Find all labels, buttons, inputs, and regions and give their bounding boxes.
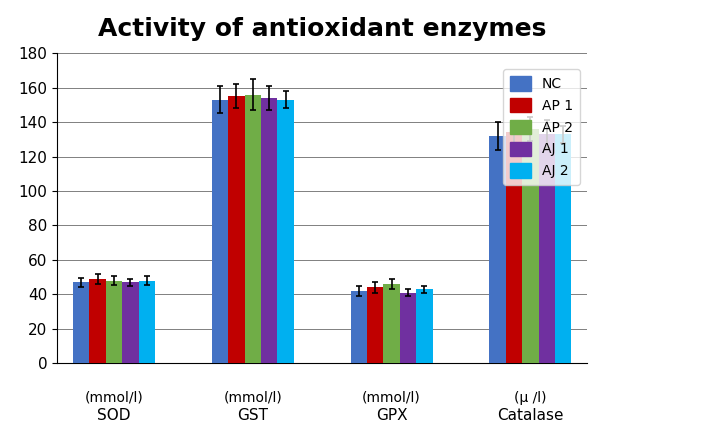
Bar — [416, 289, 432, 363]
Bar — [139, 280, 155, 363]
Bar — [106, 280, 122, 363]
Bar — [522, 129, 538, 363]
Bar — [261, 98, 277, 363]
Legend: NC, AP 1, AP 2, AJ 1, AJ 2: NC, AP 1, AP 2, AJ 1, AJ 2 — [503, 70, 580, 185]
Bar — [90, 279, 106, 363]
Text: (mmol/l): (mmol/l) — [362, 391, 421, 405]
Bar — [400, 293, 416, 363]
Bar — [245, 94, 261, 363]
Bar — [228, 96, 245, 363]
Bar — [351, 291, 367, 363]
Bar — [505, 132, 522, 363]
Bar — [538, 134, 555, 363]
Bar — [277, 100, 294, 363]
Bar — [212, 100, 228, 363]
Text: (μ /l): (μ /l) — [514, 391, 546, 405]
Bar — [555, 134, 571, 363]
Bar — [122, 282, 139, 363]
Title: Activity of antioxidant enzymes: Activity of antioxidant enzymes — [98, 17, 546, 42]
Bar — [489, 136, 505, 363]
Bar — [383, 284, 400, 363]
Text: (mmol/l): (mmol/l) — [84, 391, 143, 405]
Bar — [367, 288, 383, 363]
Text: GPX: GPX — [376, 408, 407, 423]
Text: SOD: SOD — [97, 408, 131, 423]
Bar — [73, 282, 90, 363]
Text: (mmol/l): (mmol/l) — [223, 391, 282, 405]
Text: GST: GST — [237, 408, 268, 423]
Text: Catalase: Catalase — [497, 408, 563, 423]
